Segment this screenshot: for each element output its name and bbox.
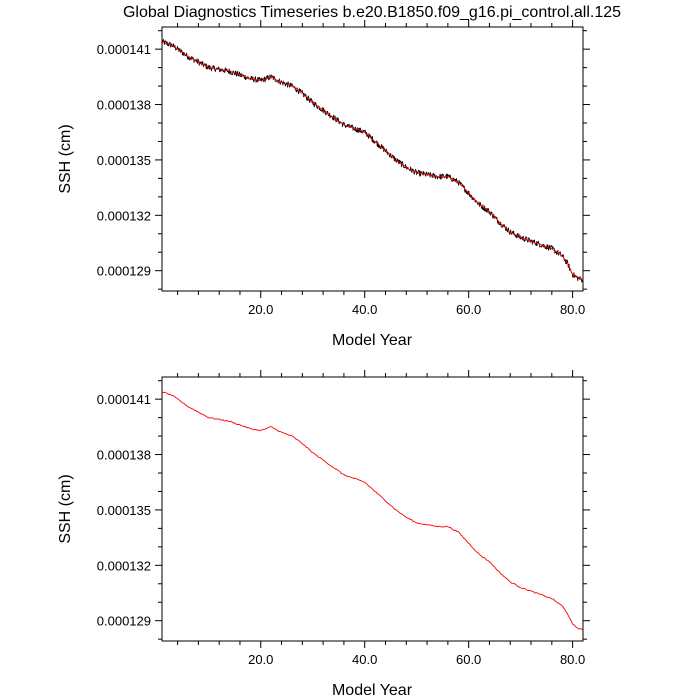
y-ticks: 0.000129 0.000132 0.000135 0.000138 0.000141 — [97, 30, 590, 290]
x-ticks: 20.0 40.0 60.0 80.0 — [177, 20, 585, 317]
y-tick-label: 0.000135 — [97, 153, 151, 168]
chart-title: Global Diagnostics Timeseries b.e20.B185… — [123, 4, 621, 21]
y-tick-label: 0.000132 — [97, 208, 151, 223]
y-tick-label: 0.000138 — [97, 448, 151, 463]
plot-frame — [161, 26, 584, 292]
series-line-smoothed — [161, 391, 584, 631]
panel-top: 0.000129 0.000132 0.000135 0.000138 0.000141… — [57, 20, 590, 349]
x-ticks: 20.0 40.0 60.0 80.0 — [177, 370, 585, 667]
x-tick-label: 80.0 — [560, 302, 585, 317]
y-tick-label: 0.000141 — [97, 42, 151, 57]
y-tick-label: 0.000129 — [97, 264, 151, 279]
y-tick-label: 0.000135 — [97, 503, 151, 518]
y-tick-label: 0.000132 — [97, 558, 151, 573]
x-axis-label: Model Year — [332, 332, 413, 349]
y-tick-label: 0.000141 — [97, 392, 151, 407]
series-layer — [161, 391, 584, 631]
series-line-smoothed — [161, 41, 584, 281]
x-tick-label: 60.0 — [456, 302, 481, 317]
x-axis-label: Model Year — [332, 682, 413, 699]
x-tick-label: 40.0 — [352, 652, 377, 667]
x-tick-label: 40.0 — [352, 302, 377, 317]
x-tick-label: 80.0 — [560, 652, 585, 667]
panel-bottom: 0.000129 0.000132 0.000135 0.000138 0.000141… — [57, 370, 590, 699]
y-tick-label: 0.000129 — [97, 614, 151, 629]
x-tick-label: 20.0 — [248, 302, 273, 317]
y-axis-label: SSH (cm) — [57, 124, 74, 193]
x-tick-label: 20.0 — [248, 652, 273, 667]
series-layer — [161, 38, 584, 283]
y-axis-label: SSH (cm) — [57, 474, 74, 543]
y-tick-label: 0.000138 — [97, 98, 151, 113]
x-tick-label: 60.0 — [456, 652, 481, 667]
plot-frame — [161, 376, 584, 642]
series-line-raw — [161, 38, 584, 283]
y-ticks: 0.000129 0.000132 0.000135 0.000138 0.000141 — [97, 380, 590, 640]
